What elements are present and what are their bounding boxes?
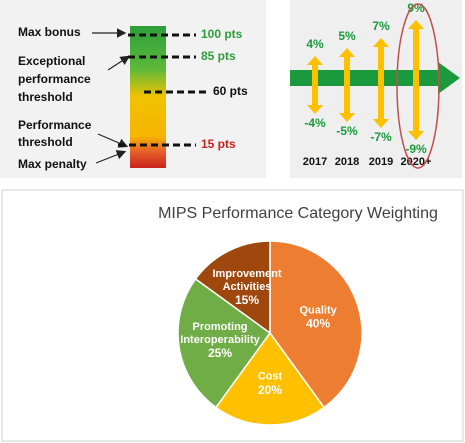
threshold-label: 100 pts bbox=[201, 27, 243, 41]
slice-label: Promoting Interoperability bbox=[180, 321, 260, 346]
scale-group: Max bonus Exceptional performance threshold… bbox=[18, 25, 248, 171]
bonus-label: 9% bbox=[407, 1, 425, 15]
scale-label: performance bbox=[18, 72, 91, 86]
scale-bar bbox=[130, 26, 166, 168]
scale-label: threshold bbox=[18, 90, 73, 104]
highlight-ellipse bbox=[396, 3, 440, 169]
scale-label: Max bonus bbox=[18, 25, 81, 39]
penalty-label: -4% bbox=[304, 116, 326, 130]
pointer-arrow bbox=[95, 150, 127, 164]
penalty-label: -5% bbox=[336, 124, 358, 138]
adjustment-arrow bbox=[373, 38, 389, 128]
bonus-label: 5% bbox=[338, 29, 356, 43]
slice-label: Improvement Activities bbox=[212, 268, 281, 293]
penalty-label: -7% bbox=[370, 130, 392, 144]
chart-title: MIPS Performance Category Weighting bbox=[158, 205, 438, 222]
adjustment-arrow bbox=[307, 56, 323, 114]
year-label: 2017 bbox=[303, 156, 327, 168]
slice-label: Cost bbox=[258, 371, 283, 383]
pie-slice bbox=[269, 240, 363, 409]
pie-slice bbox=[194, 240, 271, 335]
bonus-label: 4% bbox=[306, 37, 324, 51]
pointer-arrow bbox=[107, 55, 131, 71]
pie-slice bbox=[177, 277, 272, 409]
bonus-label: 7% bbox=[372, 19, 390, 33]
slice-value-label: 20% bbox=[258, 383, 282, 397]
year-label: 2019 bbox=[369, 156, 393, 168]
pie-slice bbox=[214, 331, 326, 426]
slice-value-label: 40% bbox=[306, 317, 330, 331]
scale-label: Max penalty bbox=[18, 157, 87, 171]
penalty-label: -9% bbox=[405, 142, 427, 156]
scale-label: threshold bbox=[18, 135, 73, 149]
scale-label: Exceptional bbox=[18, 54, 85, 68]
slice-value-label: 25% bbox=[208, 346, 232, 360]
threshold-label: 85 pts bbox=[201, 49, 236, 63]
slice-label: Quality bbox=[299, 304, 337, 316]
adjustment-arrow bbox=[408, 20, 424, 140]
year-label: 2018 bbox=[335, 156, 359, 168]
threshold-label: 15 pts bbox=[201, 137, 236, 151]
scale-label: Performance bbox=[18, 118, 92, 132]
threshold-label: 60 pts bbox=[213, 84, 248, 98]
slice-value-label: 15% bbox=[235, 293, 259, 307]
adjustment-arrow bbox=[339, 48, 355, 122]
